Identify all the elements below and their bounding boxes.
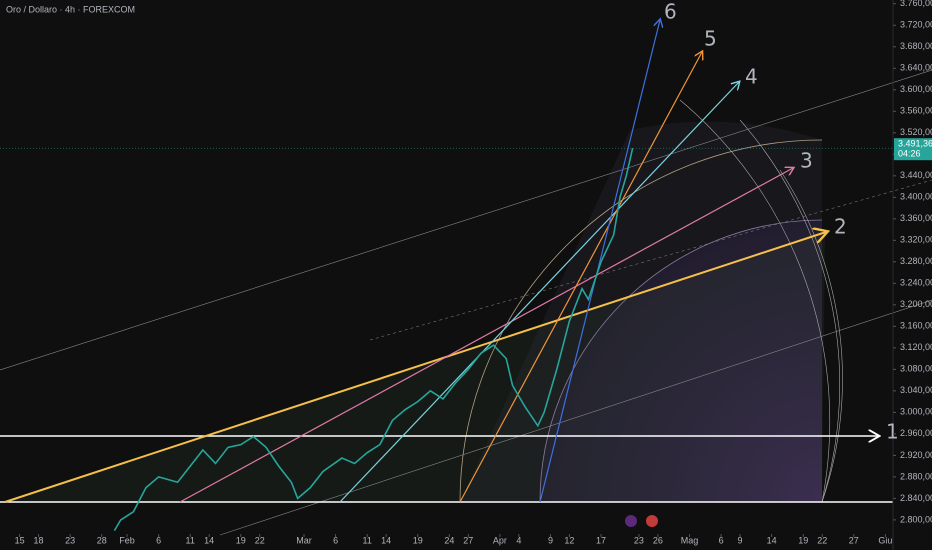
x-tick-label: 14 bbox=[381, 535, 391, 545]
y-tick-label: 3.400,00 bbox=[900, 192, 932, 202]
x-tick-label: 22 bbox=[817, 535, 827, 545]
last-price-label: 3.491,36 bbox=[898, 139, 932, 149]
y-tick-label: 3.120,00 bbox=[900, 342, 932, 352]
x-tick-label: 6 bbox=[333, 535, 338, 545]
y-tick-label: 3.600,00 bbox=[900, 84, 932, 94]
x-tick-label: 28 bbox=[97, 535, 107, 545]
x-tick-label: 6 bbox=[719, 535, 724, 545]
x-tick-label: Apr bbox=[493, 535, 507, 545]
x-tick-label: Mar bbox=[296, 535, 312, 545]
x-tick-label: 23 bbox=[634, 535, 644, 545]
y-tick-label: 3.360,00 bbox=[900, 213, 932, 223]
x-tick-label: 11 bbox=[186, 535, 195, 545]
y-tick-label: 3.000,00 bbox=[900, 407, 932, 417]
y-tick-label: 2.800,00 bbox=[900, 514, 932, 524]
x-tick-label: 9 bbox=[738, 535, 743, 545]
countdown: 04:26 bbox=[898, 149, 921, 159]
annotation: 3 bbox=[800, 149, 813, 173]
y-tick-label: 3.760,00 bbox=[900, 0, 932, 8]
y-tick-label: 3.560,00 bbox=[900, 106, 932, 116]
x-tick-label: 15 bbox=[15, 535, 25, 545]
x-tick-label: 12 bbox=[564, 535, 574, 545]
x-tick-label: 6 bbox=[156, 535, 161, 545]
x-tick-label: 24 bbox=[444, 535, 454, 545]
x-tick-label: 14 bbox=[767, 535, 777, 545]
x-tick-label: 4 bbox=[516, 535, 521, 545]
x-tick-label: 18 bbox=[34, 535, 44, 545]
y-tick-label: 3.720,00 bbox=[900, 20, 932, 30]
x-tick-label: 11 bbox=[363, 535, 372, 545]
x-tick-label: 19 bbox=[236, 535, 246, 545]
y-tick-label: 3.160,00 bbox=[900, 321, 932, 331]
x-tick-label: 27 bbox=[849, 535, 859, 545]
annotation: 4 bbox=[745, 65, 758, 89]
x-tick-label: 14 bbox=[204, 535, 214, 545]
x-tick-label: 9 bbox=[548, 535, 553, 545]
annotation: 5 bbox=[704, 27, 717, 51]
event-icons bbox=[625, 515, 658, 527]
y-tick-label: 3.440,00 bbox=[900, 170, 932, 180]
y-tick-label: 2.960,00 bbox=[900, 428, 932, 438]
y-tick-label: 3.080,00 bbox=[900, 364, 932, 374]
x-tick-label: 19 bbox=[798, 535, 808, 545]
last-price-box bbox=[894, 138, 932, 161]
y-tick-label: 3.040,00 bbox=[900, 385, 932, 395]
x-tick-label: Feb bbox=[119, 535, 135, 545]
y-tick-label: 3.520,00 bbox=[900, 127, 932, 137]
annotation: 1 bbox=[886, 420, 899, 444]
x-tick-label: Mag bbox=[681, 535, 699, 545]
x-tick-label: 22 bbox=[255, 535, 265, 545]
y-tick-label: 3.640,00 bbox=[900, 63, 932, 73]
y-tick-label: 2.880,00 bbox=[900, 471, 932, 481]
x-tick-label: 27 bbox=[463, 535, 473, 545]
price-line bbox=[113, 148, 634, 532]
y-tick-label: 2.840,00 bbox=[900, 493, 932, 503]
y-tick-label: 3.200,00 bbox=[900, 299, 932, 309]
y-tick-label: 2.920,00 bbox=[900, 450, 932, 460]
chart-title: Oro / Dollaro · 4h · FOREXCOM bbox=[6, 4, 135, 14]
x-tick-label: 17 bbox=[596, 535, 606, 545]
drawings bbox=[0, 20, 932, 536]
x-tick-label: Giu bbox=[878, 535, 892, 545]
annotation: 6 bbox=[664, 0, 677, 24]
y-tick-label: 3.320,00 bbox=[900, 235, 932, 245]
x-tick-label: 26 bbox=[653, 535, 663, 545]
x-tick-label: 23 bbox=[65, 535, 75, 545]
y-tick-label: 3.240,00 bbox=[900, 278, 932, 288]
x-tick-label: 19 bbox=[413, 535, 423, 545]
y-tick-label: 3.680,00 bbox=[900, 41, 932, 51]
annotation: 2 bbox=[834, 215, 847, 239]
y-tick-label: 3.280,00 bbox=[900, 256, 932, 266]
